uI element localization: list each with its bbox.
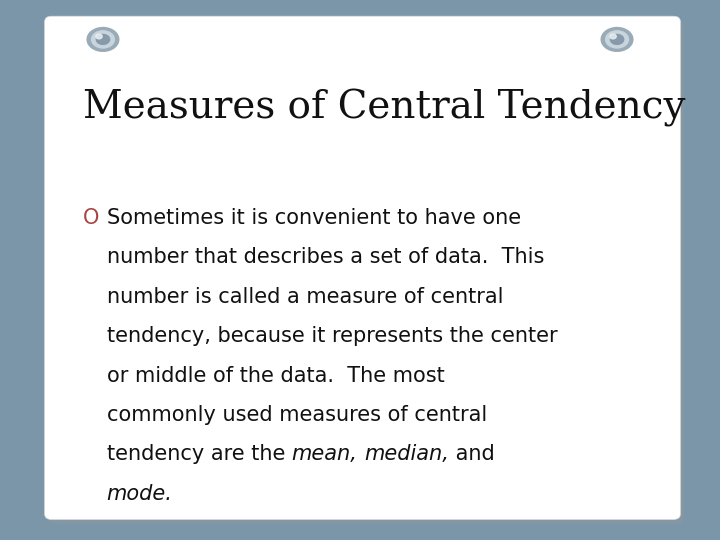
Text: number is called a measure of central: number is called a measure of central <box>107 287 503 307</box>
Text: mean,: mean, <box>292 444 357 464</box>
Text: O: O <box>83 208 99 228</box>
Text: median,: median, <box>364 444 449 464</box>
Circle shape <box>91 31 114 48</box>
Text: and: and <box>449 444 495 464</box>
FancyBboxPatch shape <box>48 21 684 524</box>
Text: tendency, because it represents the center: tendency, because it represents the cent… <box>107 326 557 346</box>
Text: Measures of Central Tendency: Measures of Central Tendency <box>83 89 685 127</box>
FancyBboxPatch shape <box>45 16 680 519</box>
Circle shape <box>611 35 624 44</box>
Circle shape <box>601 28 633 51</box>
Text: number that describes a set of data.  This: number that describes a set of data. Thi… <box>107 247 544 267</box>
Circle shape <box>87 28 119 51</box>
Circle shape <box>606 31 629 48</box>
Text: tendency are the: tendency are the <box>107 444 292 464</box>
Circle shape <box>96 34 102 39</box>
Circle shape <box>610 34 616 39</box>
Text: commonly used measures of central: commonly used measures of central <box>107 405 487 425</box>
Text: Sometimes it is convenient to have one: Sometimes it is convenient to have one <box>107 208 521 228</box>
Text: mode.: mode. <box>107 484 172 504</box>
Circle shape <box>96 35 109 44</box>
Text: or middle of the data.  The most: or middle of the data. The most <box>107 366 444 386</box>
